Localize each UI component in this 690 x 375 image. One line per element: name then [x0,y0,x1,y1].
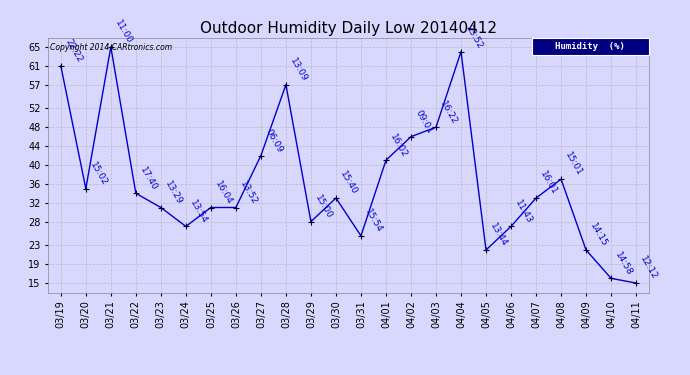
Title: Outdoor Humidity Daily Low 20140412: Outdoor Humidity Daily Low 20140412 [200,21,497,36]
Text: 15:54: 15:54 [364,208,384,234]
Text: 16:04: 16:04 [213,179,234,206]
Text: 14:15: 14:15 [589,222,609,249]
Text: 11:43: 11:43 [513,198,534,225]
Text: 16:01: 16:01 [538,170,560,196]
Text: 13:54: 13:54 [188,198,209,225]
Text: 15:40: 15:40 [338,170,359,196]
Text: 16:22: 16:22 [438,99,459,126]
Text: 15:00: 15:00 [313,194,334,220]
Text: 22:22: 22:22 [63,38,83,64]
Text: 16:02: 16:02 [388,132,409,159]
Text: 13:52: 13:52 [238,179,259,206]
Text: 11:00: 11:00 [113,19,134,45]
Text: Copyright 2014 CARtronics.com: Copyright 2014 CARtronics.com [50,43,172,52]
Text: 09:01: 09:01 [413,108,434,135]
Text: 06:09: 06:09 [264,127,284,154]
Text: 13:09: 13:09 [288,56,309,83]
Text: 13:44: 13:44 [489,222,509,249]
Text: 15:01: 15:01 [564,151,584,178]
Text: 15:02: 15:02 [88,160,109,187]
Text: 12:12: 12:12 [638,255,659,282]
Text: 17:40: 17:40 [138,165,159,192]
Text: 23:52: 23:52 [464,24,484,50]
Text: 14:58: 14:58 [613,250,634,277]
Text: 13:29: 13:29 [164,179,184,206]
